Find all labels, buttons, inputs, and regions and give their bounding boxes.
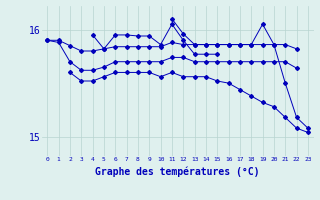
X-axis label: Graphe des températures (°C): Graphe des températures (°C) bbox=[95, 167, 260, 177]
